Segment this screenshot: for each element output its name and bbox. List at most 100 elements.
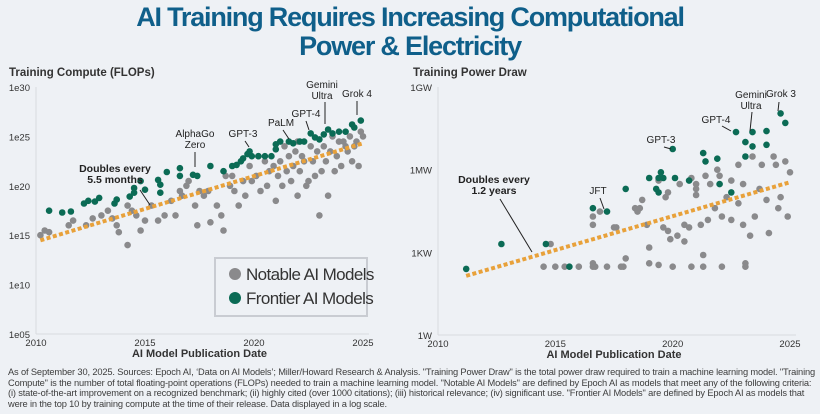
notable-model-point [272,197,280,205]
notable-model-point [664,227,672,235]
notable-model-point [777,193,784,201]
notable-model-point [714,166,721,173]
frontier-model-point [763,141,770,149]
notable-model-point [561,263,568,271]
frontier-model-point [58,209,66,216]
annotation-leader-line [139,189,151,206]
notable-model-point [575,263,583,271]
notable-model-point [770,153,777,160]
notable-model-point [276,158,284,165]
notable-model-point [718,213,726,220]
notable-model-point [591,263,599,271]
notable-model-point [735,161,742,169]
frontier-model-point [749,128,756,136]
frontier-model-point [603,208,611,215]
notable-model-point [98,212,105,219]
frontier-model-point [220,167,227,175]
frontier-model-point [194,172,201,180]
notable-model-point [784,213,791,220]
notable-model-point [124,202,131,209]
notable-model-point [786,169,794,176]
notable-model-point [337,162,345,170]
notable-model-point [89,215,96,222]
notable-model-point [346,133,354,140]
notable-model-point [704,216,712,224]
x-axis-label: AI Model Publication Date [132,348,267,360]
annotation-label: Doubles every 1.2 years [458,174,530,197]
annotation-label: GPT-4 [292,109,321,120]
notable-model-point [645,244,653,251]
y-tick-label: 1e15 [9,231,30,242]
notable-model-point [333,152,341,160]
frontier-model-point [782,119,789,127]
frontier-model-point [113,196,120,203]
frontier-model-point [742,153,749,160]
notable-model-point [746,232,754,239]
frontier-model-point [671,174,679,182]
notable-model-point [311,172,319,180]
trend-line [39,141,364,243]
notable-model-point [735,200,742,207]
annotation-label: AlphaGo Zero [176,129,215,151]
frontier-model-point [289,140,297,147]
notable-model-point [292,148,299,155]
notable-model-point [200,192,208,199]
page-title: AI Training Requires Increasing Computat… [0,3,820,61]
frontier-model-point [276,138,284,145]
footnote: As of September 30, 2025. Sources: Epoch… [8,367,816,409]
notable-model-point [257,187,264,195]
x-tick-label: 2015 [134,338,155,349]
notable-model-point [270,162,277,170]
annotation-leader-line [599,197,605,210]
notable-model-point [37,231,44,239]
y-tick-label: 1e20 [9,182,30,193]
notable-model-point [782,158,789,165]
frontier-model-point [137,177,144,185]
notable-model-point [669,263,676,271]
notable-model-point [739,221,747,229]
frontier-model-point [261,152,269,160]
frontier-model-point [351,124,358,131]
notable-model-point [359,133,367,140]
frontier-model-point [342,128,349,135]
frontier-model-point [324,126,332,133]
title-line-1: AI Training Requires Increasing Computat… [136,2,685,32]
x-tick-label: 2025 [779,339,800,350]
notable-model-point [697,221,705,229]
frontier-model-point [542,240,550,248]
notable-model-point [287,177,295,185]
annotation-leader-line [721,125,732,132]
x-tick-label: 2015 [545,339,566,350]
notable-model-point [322,158,330,165]
notable-model-point [279,182,286,190]
legend-box [214,257,368,317]
notable-model-point [589,221,597,229]
notable-model-point [316,212,323,219]
notable-model-point [248,177,256,185]
legend-entry: Frontier AI Models [246,289,373,308]
frontier-model-point [498,240,505,248]
title-line-2: Power & Electricity [299,31,522,61]
notable-model-point [775,204,782,212]
frontier-model-point [645,174,653,182]
notable-model-point [235,202,242,209]
notable-model-point [552,263,559,271]
notable-model-point [749,153,756,160]
frontier-model-point [329,130,336,137]
frontier-model-point [176,172,184,180]
annotation-label: GPT-4 [702,115,731,126]
annotation-leader-line [663,146,672,150]
notable-model-point [540,263,547,271]
y-tick-label: 1KW [411,248,432,259]
chart-title: Training Power Draw [413,67,527,79]
notable-model-point [115,228,123,236]
frontier-model-point [742,138,749,146]
frontier-model-point [335,128,343,135]
frontier-model-point [702,158,709,165]
frontier-model-point [207,162,214,170]
notable-model-point [674,232,681,239]
frontier-legend-marker [229,292,241,304]
notable-model-point [685,224,693,231]
frontier-model-point [320,131,328,138]
